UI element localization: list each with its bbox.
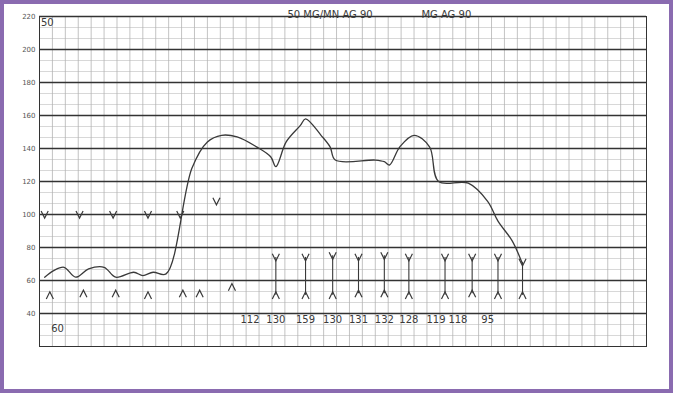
svg-text:40: 40 <box>27 310 36 318</box>
svg-text:159: 159 <box>296 314 315 325</box>
svg-text:120: 120 <box>22 178 35 186</box>
svg-text:50 MG/MN AG 90: 50 MG/MN AG 90 <box>287 9 372 20</box>
svg-text:220: 220 <box>22 13 35 21</box>
svg-text:200: 200 <box>22 46 35 54</box>
svg-text:132: 132 <box>375 314 394 325</box>
svg-text:160: 160 <box>22 112 35 120</box>
svg-text:100: 100 <box>22 211 35 219</box>
svg-text:119: 119 <box>426 314 445 325</box>
svg-text:130: 130 <box>266 314 285 325</box>
svg-text:180: 180 <box>22 79 35 87</box>
svg-text:60: 60 <box>27 277 36 285</box>
svg-text:MG AG 90: MG AG 90 <box>421 9 471 20</box>
svg-text:80: 80 <box>27 244 36 252</box>
svg-text:95: 95 <box>481 314 494 325</box>
svg-text:118: 118 <box>448 314 467 325</box>
svg-text:50: 50 <box>41 17 54 28</box>
svg-text:128: 128 <box>399 314 418 325</box>
svg-text:60: 60 <box>51 323 64 334</box>
svg-text:112: 112 <box>240 314 259 325</box>
svg-text:131: 131 <box>349 314 368 325</box>
svg-text:140: 140 <box>22 145 35 153</box>
svg-text:130: 130 <box>323 314 342 325</box>
